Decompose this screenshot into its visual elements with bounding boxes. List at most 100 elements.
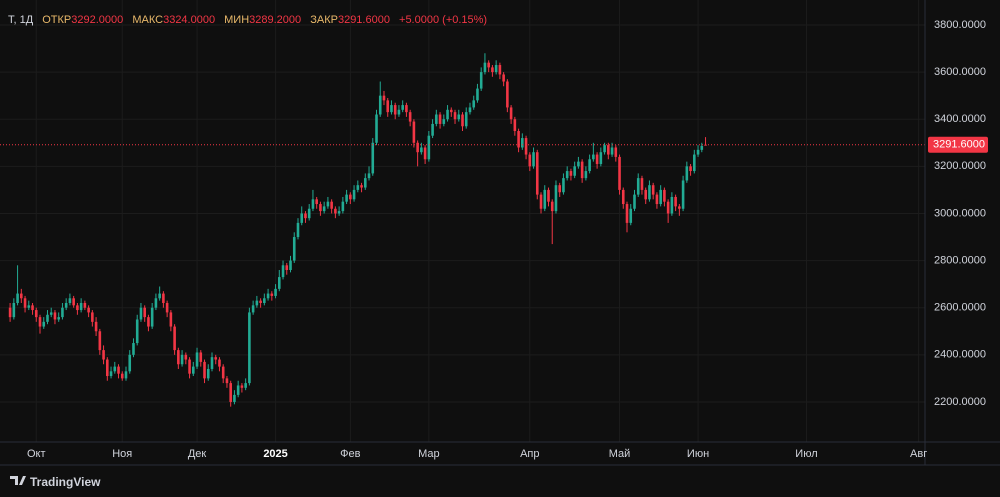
x-tick-label: Мар <box>418 448 440 460</box>
open-label: ОТКР <box>42 14 72 26</box>
candle-body <box>57 317 61 320</box>
candle-body <box>502 74 505 82</box>
candle-body <box>472 100 476 108</box>
candle-body <box>595 154 599 164</box>
candle-body <box>221 366 225 379</box>
candle-body <box>610 147 614 155</box>
axes: 2200.0000 2400.0000 2600.0000 2800.0000 3000… <box>27 19 988 460</box>
low-label: МИН <box>224 14 250 26</box>
candle-body <box>192 366 195 374</box>
candle-body <box>375 114 378 143</box>
candle-body <box>31 305 34 311</box>
x-tick-label: Авг <box>910 448 927 460</box>
x-tick-label: Дек <box>188 448 207 460</box>
candle-body <box>20 293 23 299</box>
candle-body <box>435 114 438 124</box>
candle-body <box>8 307 12 318</box>
candle-body <box>177 350 180 365</box>
candle-body <box>300 213 304 223</box>
candle-body <box>427 135 431 160</box>
candle-body <box>423 147 427 160</box>
candle-body <box>666 201 670 214</box>
candle-body <box>487 62 490 68</box>
candle-body <box>150 307 154 327</box>
candle-body <box>233 394 236 402</box>
candle-body <box>625 204 629 223</box>
candle-body <box>393 105 397 115</box>
close-value: 3291.6000 <box>337 14 390 26</box>
x-tick-label: Июл <box>795 448 817 460</box>
candle-body <box>603 145 606 153</box>
candle-body <box>655 194 659 205</box>
candle-body <box>259 300 262 303</box>
plot <box>0 53 925 407</box>
candle-body <box>401 105 404 110</box>
candle-body <box>446 109 449 120</box>
candle-body <box>483 62 487 73</box>
candle-body <box>644 189 648 200</box>
candle-body <box>640 178 644 190</box>
candle-body <box>588 159 591 172</box>
candle-body <box>203 361 206 379</box>
candle-body <box>416 142 419 153</box>
candle-body <box>547 189 550 202</box>
legend: Т, 1Д ОТКР3292.0000 МАКС3324.0000 МИН328… <box>8 14 487 26</box>
candle-body <box>162 293 165 303</box>
candle-body <box>158 293 161 299</box>
candle-body <box>464 112 468 127</box>
candle-body <box>64 302 68 308</box>
candle-body <box>685 166 689 181</box>
candle-body <box>618 156 621 190</box>
y-tick-label: 2600.0000 <box>934 302 986 314</box>
candle-body <box>584 171 588 179</box>
candle-body <box>135 319 139 344</box>
candle-body <box>120 373 124 379</box>
candle-body <box>651 185 655 195</box>
y-tick-label: 2400.0000 <box>934 349 986 361</box>
candle-body <box>49 312 53 315</box>
candle-body <box>87 307 90 313</box>
candle-body <box>476 88 479 101</box>
high-value: 3324.0000 <box>163 14 216 26</box>
candle-body <box>580 161 584 179</box>
candle-body <box>244 383 247 388</box>
candle-body <box>214 357 218 360</box>
candle-body <box>184 354 188 360</box>
candle-body <box>251 305 255 313</box>
candle-body <box>449 109 453 113</box>
candle-body <box>23 298 27 308</box>
low-value: 3289.2000 <box>249 14 302 26</box>
x-tick-label: Июн <box>687 448 709 460</box>
candle-body <box>124 371 128 379</box>
x-tick-label: Май <box>609 448 631 460</box>
candle-body <box>554 185 558 212</box>
candle-body <box>334 208 337 214</box>
candle-body <box>674 196 677 207</box>
candle-body <box>397 109 401 115</box>
candle-body <box>270 293 274 296</box>
candle-body <box>91 312 94 322</box>
candle-body <box>102 350 105 360</box>
candle-body <box>356 185 360 190</box>
candle-body <box>678 206 681 209</box>
candle-body <box>147 317 150 327</box>
candle-body <box>206 368 210 379</box>
candle-body <box>109 371 113 377</box>
candle-body <box>457 114 461 120</box>
y-tick-label: 2800.0000 <box>934 254 986 266</box>
candle-body <box>319 204 322 212</box>
candle-body <box>363 178 367 188</box>
candle-body <box>27 305 31 308</box>
candle-body <box>498 65 502 75</box>
candle-body <box>681 180 685 209</box>
candle-body <box>438 114 442 124</box>
candle-body <box>255 300 259 306</box>
grid <box>0 0 925 442</box>
candle-body <box>304 213 307 219</box>
candle-body <box>509 107 513 120</box>
candle-body <box>154 298 158 308</box>
candle-body <box>621 189 625 205</box>
last-price-label: 3291.6000 <box>933 139 985 151</box>
candle-body <box>468 107 472 113</box>
